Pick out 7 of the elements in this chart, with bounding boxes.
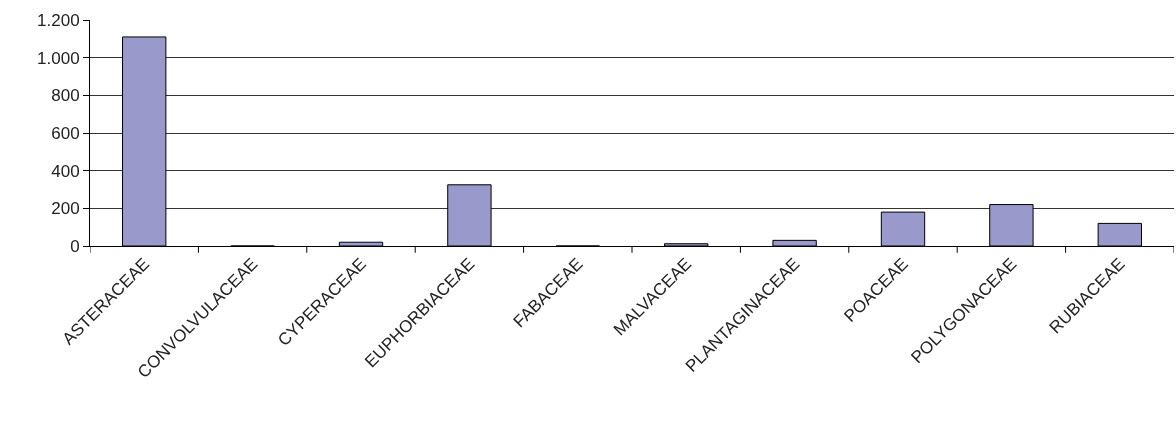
y-tick-label: 800	[51, 86, 80, 106]
y-tick-label: 1.000	[37, 48, 80, 68]
y-tick-label: 0	[70, 236, 80, 256]
y-tick-label: 1.200	[37, 10, 80, 30]
y-tick-label: 400	[51, 161, 80, 181]
y-tick-label: 600	[51, 123, 80, 143]
y-tick-label: 200	[51, 199, 80, 219]
